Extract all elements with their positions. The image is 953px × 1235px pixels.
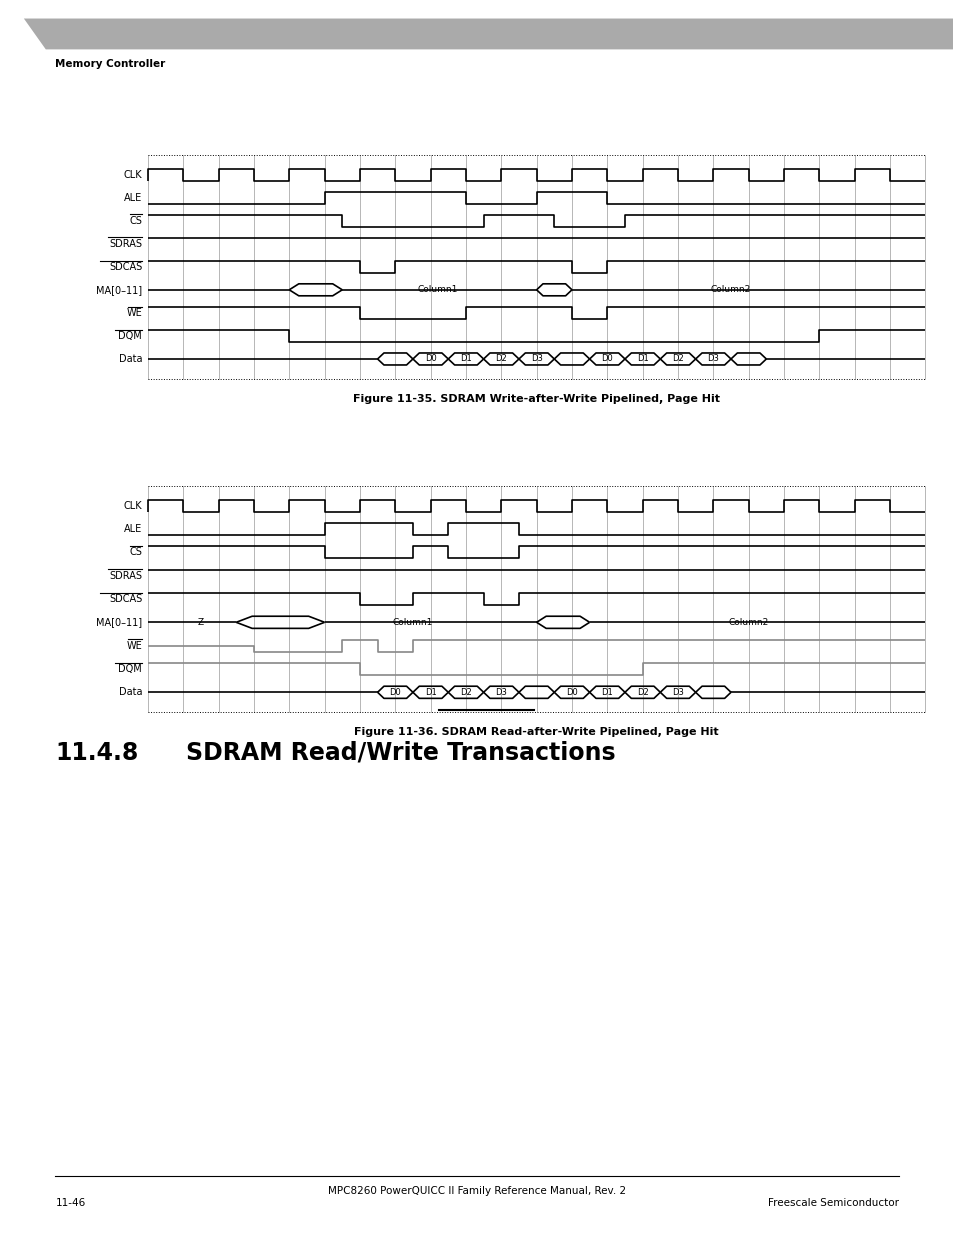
Text: D1: D1 [600,688,613,697]
Text: CS: CS [130,547,142,557]
Text: D2: D2 [459,688,472,697]
Text: MA[0–11]: MA[0–11] [96,285,142,295]
Text: D1: D1 [424,688,436,697]
Text: D1: D1 [636,354,648,363]
Text: DQM: DQM [118,331,142,341]
Text: CLK: CLK [123,500,142,510]
Text: DQM: DQM [118,664,142,674]
Text: Memory Controller: Memory Controller [55,59,166,69]
Text: D1: D1 [459,354,472,363]
Text: SDRAS: SDRAS [109,571,142,580]
Text: D3: D3 [707,354,719,363]
Text: SDCAS: SDCAS [109,262,142,272]
Text: D0: D0 [600,354,613,363]
Text: MA[0–11]: MA[0–11] [96,618,142,627]
Text: 11.4.8: 11.4.8 [55,741,138,764]
Text: Column1: Column1 [417,285,457,294]
Text: Figure 11-35. SDRAM Write-after-Write Pipelined, Page Hit: Figure 11-35. SDRAM Write-after-Write Pi… [353,394,720,404]
Text: MPC8260 PowerQUICC II Family Reference Manual, Rev. 2: MPC8260 PowerQUICC II Family Reference M… [328,1186,625,1195]
Text: ALE: ALE [124,524,142,534]
Text: SDRAS: SDRAS [109,238,142,248]
Text: ALE: ALE [124,193,142,203]
Text: SDCAS: SDCAS [109,594,142,604]
Text: WE: WE [126,308,142,317]
Text: SDRAM Read/Write Transactions: SDRAM Read/Write Transactions [186,741,615,764]
Text: D3: D3 [530,354,542,363]
Text: D2: D2 [495,354,507,363]
Text: D3: D3 [495,688,507,697]
Text: D2: D2 [636,688,648,697]
Text: Figure 11-36. SDRAM Read-after-Write Pipelined, Page Hit: Figure 11-36. SDRAM Read-after-Write Pip… [354,727,719,737]
Text: CS: CS [130,216,142,226]
Text: Column1: Column1 [393,618,433,627]
Text: Column2: Column2 [728,618,768,627]
Text: D3: D3 [671,688,683,697]
Text: Data: Data [118,688,142,698]
Text: D2: D2 [672,354,683,363]
Text: Z: Z [197,618,204,627]
Text: CLK: CLK [123,169,142,179]
Text: Data: Data [118,354,142,364]
Polygon shape [24,19,953,49]
Text: 11-46: 11-46 [55,1198,86,1208]
Text: D0: D0 [389,688,400,697]
Text: D0: D0 [565,688,578,697]
Text: D0: D0 [424,354,436,363]
Text: WE: WE [126,641,142,651]
Text: Freescale Semiconductor: Freescale Semiconductor [767,1198,898,1208]
Text: Column2: Column2 [710,285,750,294]
